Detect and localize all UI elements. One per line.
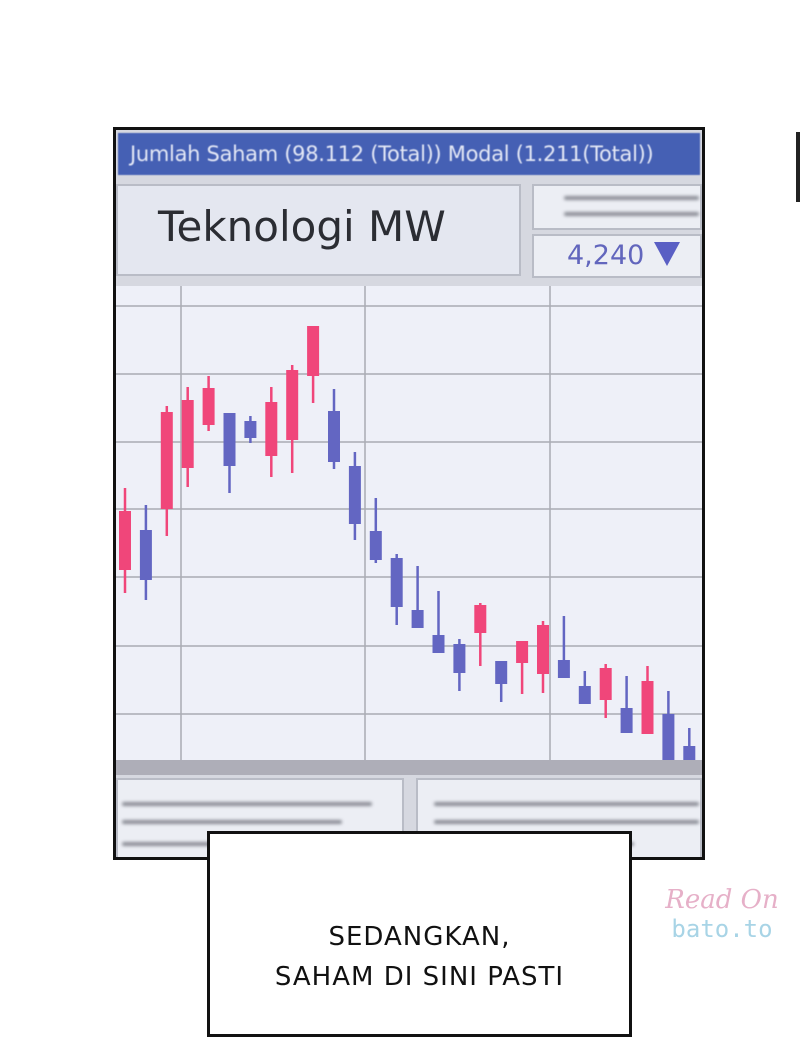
blurred-text: [564, 196, 699, 200]
stock-name-panel: Teknologi MW: [116, 184, 521, 276]
candle-down: [369, 531, 382, 560]
blurred-text: [122, 820, 342, 824]
caption-box: SEDANGKAN, SAHAM DI SINI PASTI: [207, 831, 632, 1037]
next-panel-edge: [796, 132, 800, 202]
candle-up: [119, 511, 131, 570]
candle-up: [181, 400, 194, 468]
price-panel: 4,240: [532, 234, 702, 278]
triangle-down-icon: [654, 242, 681, 266]
candle-up: [307, 326, 320, 376]
chart-footer-bar: [116, 760, 702, 775]
blurred-text: [434, 820, 699, 824]
candle-down: [432, 635, 445, 653]
candle-up: [516, 641, 529, 663]
candle-up: [286, 370, 299, 440]
candle-down: [139, 530, 152, 580]
blurred-text: [122, 802, 372, 806]
candle-down: [390, 558, 403, 607]
caption-line-2: SAHAM DI SINI PASTI: [274, 962, 565, 992]
candle-up: [537, 625, 549, 674]
candle-up: [599, 668, 612, 700]
caption-line-1: SEDANGKAN,: [328, 922, 511, 952]
candle-down: [223, 413, 236, 466]
candle-down: [683, 746, 696, 760]
blurred-text: [434, 802, 699, 806]
candle-down: [244, 421, 257, 438]
candle-down: [453, 644, 466, 673]
watermark: Read On bato.to: [662, 885, 782, 943]
price-value: 4,240: [567, 240, 645, 271]
candlestick-chart: [116, 286, 702, 760]
stock-app-screen: Jumlah Saham (98.112 (Total)) Modal (1.2…: [113, 127, 705, 860]
blurred-text: [564, 212, 699, 216]
candle-down: [662, 714, 675, 760]
candle-down: [495, 661, 508, 684]
candle-down: [328, 411, 340, 462]
watermark-line-1: Read On: [665, 885, 779, 915]
watermark-line-2: bato.to: [671, 915, 773, 943]
stock-name: Teknologi MW: [158, 202, 446, 251]
blurred-info-panel: [532, 184, 702, 230]
candle-up: [265, 402, 278, 456]
candle-down: [620, 708, 633, 733]
candle-up: [474, 605, 487, 633]
title-bar: Jumlah Saham (98.112 (Total)) Modal (1.2…: [118, 133, 700, 175]
candle-up: [160, 412, 173, 509]
chart-background: [116, 286, 702, 760]
candle-down: [348, 466, 361, 524]
candle-down: [411, 610, 424, 628]
candle-up: [202, 388, 215, 425]
candle-down: [557, 660, 570, 678]
candle-down: [578, 686, 591, 704]
candle-up: [641, 681, 654, 734]
